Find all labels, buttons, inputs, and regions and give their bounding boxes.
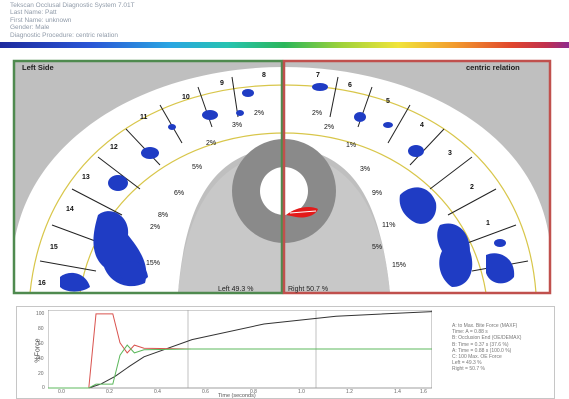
graph-legend: A: to Max. Bite Force (MAXF) Time: A = 0… bbox=[452, 323, 564, 373]
tooth-number: 15 bbox=[50, 244, 58, 251]
legend-line: Right = 50.7 % bbox=[452, 366, 485, 373]
force-vs-time-chart bbox=[48, 310, 432, 389]
tooth-number: 13 bbox=[82, 174, 90, 181]
tooth-number: 14 bbox=[66, 206, 74, 213]
tooth-force-percent: 15% bbox=[146, 260, 161, 267]
tooth-number: 6 bbox=[348, 82, 352, 89]
tooth-force-percent: 5% bbox=[372, 244, 383, 251]
y-tick-label: 60 bbox=[38, 341, 44, 347]
tooth-force-percent: 15% bbox=[392, 262, 407, 269]
patient-header: Tekscan Occlusal Diagnostic System 7.01T… bbox=[10, 2, 310, 39]
tooth-force-percent: 2% bbox=[206, 140, 217, 147]
tooth-force-percent: 3% bbox=[360, 166, 371, 173]
tooth-force-percent: 6% bbox=[174, 190, 185, 197]
tooth-force-percent: 2% bbox=[312, 110, 323, 117]
y-tick-label: 20 bbox=[38, 371, 44, 377]
tooth-force-percent: 8% bbox=[158, 212, 169, 219]
tooth-number: 10 bbox=[182, 94, 190, 101]
x-tick-label: 0.4 bbox=[154, 389, 161, 395]
tooth-number: 16 bbox=[38, 280, 46, 287]
legend-line: Left = 49.3 % bbox=[452, 360, 482, 367]
tooth-number: 11 bbox=[140, 114, 148, 121]
total-force-line bbox=[48, 311, 432, 389]
header-line: Gender: Male bbox=[10, 24, 50, 32]
legend-line: B: Time = 0.37 s (37.6 %) bbox=[452, 341, 509, 348]
header-line: First Name: unknown bbox=[10, 16, 72, 24]
dental-arch bbox=[14, 67, 550, 293]
x-tick-label: 1.6 bbox=[420, 389, 427, 395]
legend-line: C: 100 Max. OE Force bbox=[452, 354, 502, 361]
tooth-dividers bbox=[39, 76, 529, 272]
x-tick-label: 0.6 bbox=[202, 389, 209, 395]
tooth-number: 7 bbox=[316, 72, 320, 79]
force-color-scale bbox=[0, 42, 569, 48]
right-force-line bbox=[48, 344, 432, 389]
header-line: Last Name: Patt bbox=[10, 9, 57, 17]
procedure-label: centric relation bbox=[466, 63, 520, 72]
tooth-number: 2 bbox=[470, 184, 474, 191]
tooth-number: 8 bbox=[262, 72, 266, 79]
tooth-force-percent: 2% bbox=[254, 110, 265, 117]
legend-line: B: Occlusion End (OE/DEMAX) bbox=[452, 335, 522, 342]
y-tick-label: 80 bbox=[38, 326, 44, 332]
header-line: Tekscan Occlusal Diagnostic System 7.01T bbox=[10, 2, 135, 9]
tooth-force-percent: 2% bbox=[150, 224, 161, 231]
x-tick-label: 1.0 bbox=[298, 389, 305, 395]
tooth-number: 5 bbox=[386, 98, 390, 105]
tooth-force-percent: 9% bbox=[372, 190, 383, 197]
graph-x-axis-label: Time (seconds) bbox=[218, 393, 256, 399]
occlusal-contacts bbox=[60, 83, 515, 292]
x-tick-label: 1.4 bbox=[394, 389, 401, 395]
right-panel-border bbox=[282, 59, 552, 295]
legend-line: Time: A = 0.88 s bbox=[452, 329, 488, 336]
y-tick-label: 100 bbox=[36, 311, 45, 317]
legend-line: A: to Max. Bite Force (MAXF) bbox=[452, 323, 518, 329]
x-tick-label: 0.0 bbox=[58, 389, 65, 395]
header-line: Diagnostic Procedure: centric relation bbox=[10, 31, 119, 39]
legend-line: A: Time = 0.88 s (100.0 %) bbox=[452, 347, 512, 354]
y-tick-label: 40 bbox=[38, 356, 44, 362]
left-side-label: Left Side bbox=[22, 63, 54, 72]
right-force-percent: Right 50.7 % bbox=[288, 286, 329, 293]
occlusal-scan-view bbox=[12, 59, 552, 295]
tooth-number: 3 bbox=[448, 150, 452, 157]
tooth-number: 4 bbox=[420, 122, 424, 129]
tooth-force-percent: 3% bbox=[232, 122, 243, 129]
tooth-force-percent: 5% bbox=[192, 164, 203, 171]
left-panel-border bbox=[12, 59, 284, 295]
y-tick-label: 0 bbox=[42, 385, 45, 391]
tooth-number: 9 bbox=[220, 80, 224, 87]
tooth-force-percent: 2% bbox=[324, 124, 335, 131]
tooth-number: 12 bbox=[110, 144, 118, 151]
tooth-force-percent: 11% bbox=[382, 222, 396, 229]
x-tick-label: 0.8 bbox=[250, 389, 257, 395]
left-force-percent: Left 49.3 % bbox=[218, 286, 254, 293]
tooth-number: 1 bbox=[486, 220, 490, 227]
x-tick-label: 0.2 bbox=[106, 389, 113, 395]
series-layer bbox=[48, 311, 432, 389]
tooth-force-percent: 1% bbox=[346, 142, 357, 149]
x-tick-label: 1.2 bbox=[346, 389, 353, 395]
